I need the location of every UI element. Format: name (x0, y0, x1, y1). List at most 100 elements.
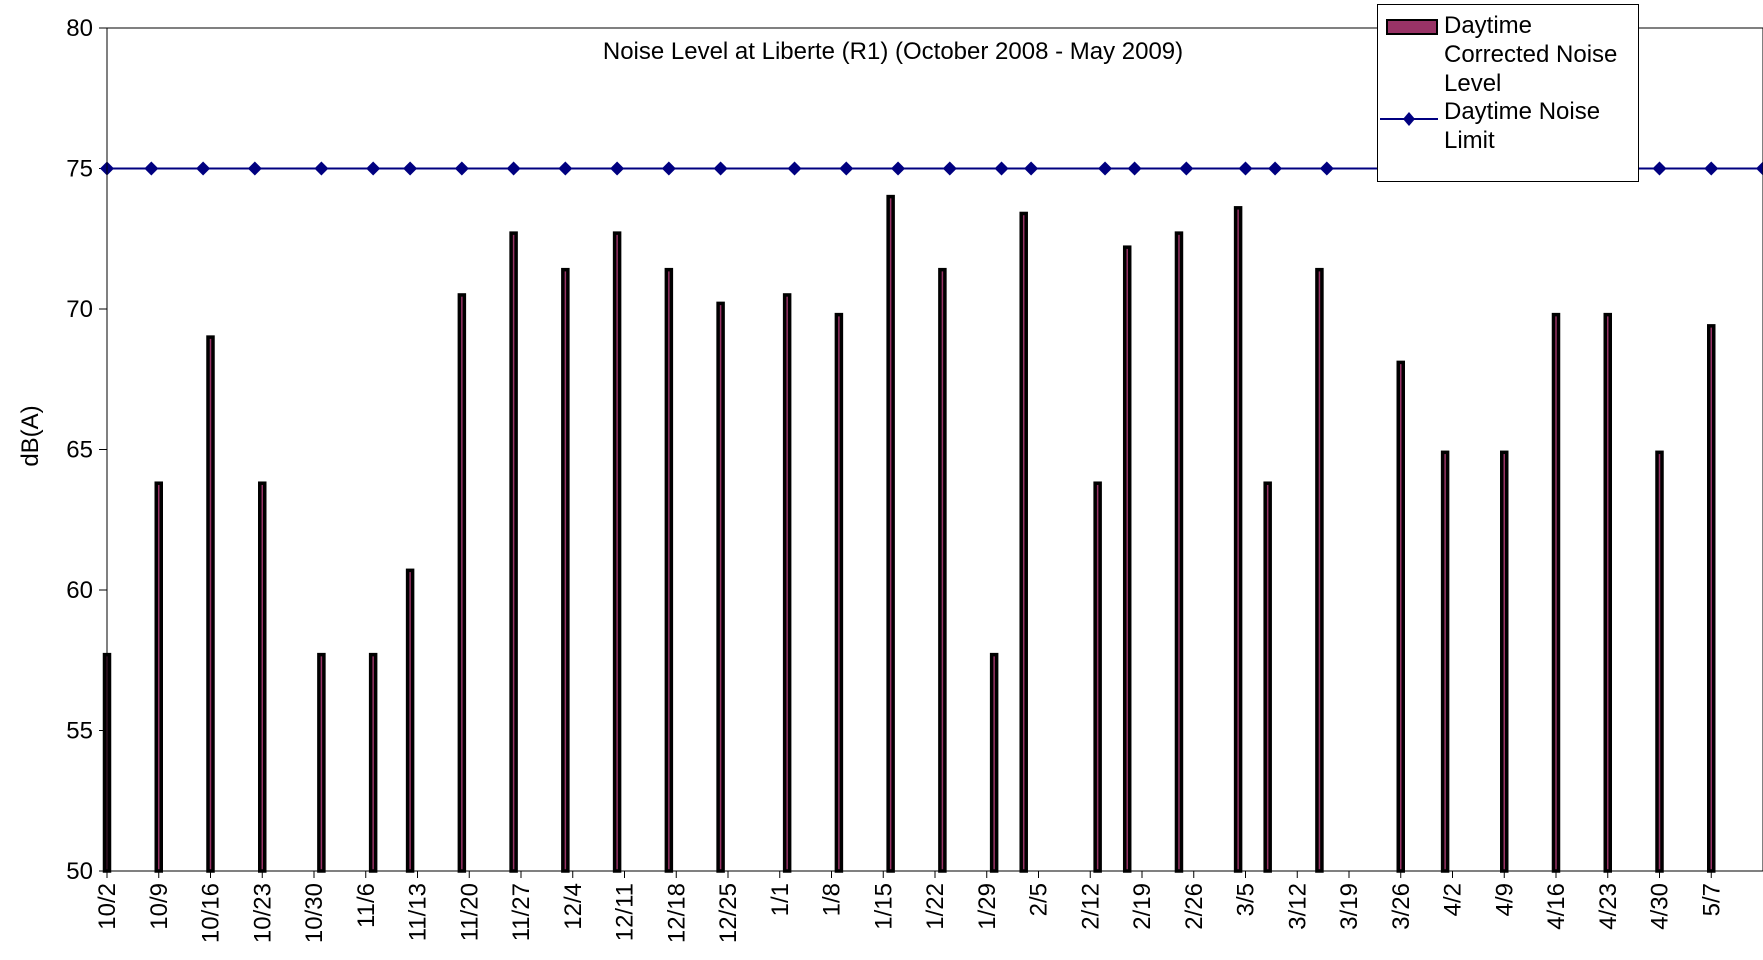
bar (716, 301, 725, 873)
y-tick-label: 65 (66, 437, 93, 464)
x-tick-label: 11/20 (456, 883, 483, 941)
bar (509, 231, 518, 873)
x-tick-label: 3/19 (1336, 883, 1363, 930)
x-tick-label: 12/11 (612, 883, 639, 941)
bar (886, 194, 895, 873)
x-tick-label: 10/9 (146, 883, 173, 930)
bar (1019, 211, 1028, 873)
limit-marker (558, 161, 573, 176)
limit-marker (1127, 161, 1142, 176)
x-tick-label: 1/1 (767, 883, 794, 916)
bar (834, 312, 844, 873)
y-tick-label: 75 (66, 156, 93, 183)
x-tick-label: 4/9 (1491, 883, 1518, 916)
x-tick-label: 11/13 (405, 883, 432, 941)
x-tick-label: 1/15 (870, 883, 897, 930)
y-tick-label: 55 (66, 718, 93, 745)
limit-marker (942, 161, 957, 176)
bar (664, 267, 674, 873)
limit-marker (610, 161, 625, 176)
x-tick-label: 4/23 (1595, 883, 1622, 930)
bar (1174, 231, 1184, 873)
limit-marker (506, 161, 521, 176)
legend-bar-label: Daytime Corrected Noise Level (1444, 12, 1618, 97)
limit-marker (454, 161, 469, 176)
bar (317, 652, 326, 873)
x-tick-label: 11/6 (353, 883, 380, 928)
y-tick-label: 80 (66, 15, 93, 42)
bar (1315, 267, 1324, 873)
bar (457, 293, 467, 873)
limit-marker (1756, 161, 1763, 176)
limit-marker (1268, 161, 1283, 176)
y-tick-label: 50 (66, 858, 93, 885)
bar-series (102, 194, 1716, 873)
x-tick-label: 11/27 (508, 883, 535, 941)
limit-marker (1652, 161, 1667, 176)
x-tick-label: 10/2 (94, 883, 121, 930)
limit-marker (1319, 161, 1334, 176)
bar (1396, 360, 1405, 873)
limit-marker (1179, 161, 1194, 176)
x-tick-label: 4/30 (1647, 883, 1674, 930)
bar (1707, 324, 1716, 873)
x-tick-label: 1/22 (922, 883, 949, 930)
x-tick-label: 2/19 (1129, 883, 1156, 930)
bar (1500, 450, 1509, 873)
bar (1122, 245, 1132, 873)
x-tick-label: 3/12 (1284, 883, 1311, 930)
x-tick-label: 10/30 (301, 883, 328, 943)
x-tick-label: 1/8 (819, 883, 846, 916)
bar (1233, 206, 1243, 873)
chart-title: Noise Level at Liberte (R1) (October 200… (603, 38, 1183, 65)
limit-line-series (100, 161, 1763, 176)
bar (989, 652, 999, 873)
bar (368, 652, 378, 873)
limit-marker (839, 161, 854, 176)
bar (258, 481, 267, 873)
legend: Daytime Corrected Noise Level Daytime No… (1377, 4, 1639, 182)
x-tick-label: 4/16 (1543, 883, 1570, 930)
limit-marker (314, 161, 329, 176)
x-tick-label: 12/4 (560, 883, 587, 930)
x-axis: 10/2 10/9 10/16 10/23 10/30 11/6 11/13 11/20 11/… (94, 871, 1725, 943)
limit-marker (144, 161, 159, 176)
limit-marker (1098, 161, 1113, 176)
bar (938, 267, 947, 873)
x-tick-label: 12/18 (663, 883, 690, 943)
limit-marker (1704, 161, 1719, 176)
limit-marker (661, 161, 676, 176)
bar (1440, 450, 1450, 873)
limit-marker (196, 161, 211, 176)
x-tick-label: 12/25 (715, 883, 742, 943)
bar (782, 293, 792, 873)
limit-marker (713, 161, 728, 176)
bar (1093, 481, 1102, 873)
legend-line-label: Daytime Noise Limit (1444, 98, 1601, 154)
bar (561, 267, 570, 873)
x-tick-label: 1/29 (974, 883, 1001, 930)
x-tick-label: 3/26 (1388, 883, 1415, 930)
bar (206, 335, 215, 873)
bar (1551, 312, 1561, 873)
y-tick-label: 60 (66, 577, 93, 604)
legend-bar-swatch (1386, 19, 1438, 35)
limit-marker (1024, 161, 1039, 176)
bar (1655, 450, 1664, 873)
limit-marker (891, 161, 906, 176)
limit-marker (1238, 161, 1253, 176)
limit-marker (787, 161, 802, 176)
limit-marker (403, 161, 418, 176)
y-axis: 50 55 60 65 70 75 80 (66, 15, 107, 885)
y-tick-label: 70 (66, 296, 93, 323)
x-tick-label: 5/7 (1698, 883, 1725, 916)
bar (1263, 481, 1272, 873)
bar (612, 231, 622, 873)
x-tick-label: 3/5 (1233, 883, 1260, 916)
y-axis-label: dB(A) (17, 405, 44, 466)
x-tick-label: 2/12 (1077, 883, 1104, 930)
x-tick-label: 4/2 (1440, 883, 1467, 916)
x-tick-label: 2/26 (1181, 883, 1208, 930)
bar (1603, 312, 1612, 873)
